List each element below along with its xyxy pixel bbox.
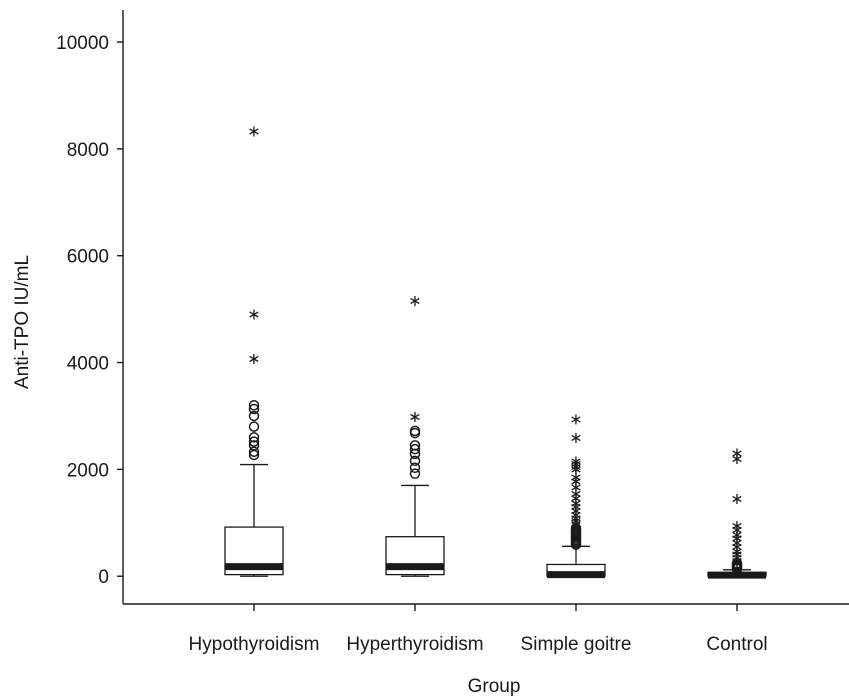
outlier-star: ∗ — [247, 349, 260, 368]
outlier-star: ∗ — [569, 484, 582, 503]
outlier-circle — [409, 443, 421, 455]
x-tick-label: Hypothyroidism — [189, 634, 320, 655]
outlier-circle — [248, 432, 260, 443]
outlier-star: ∗ — [569, 511, 582, 530]
outlier-star: ∗ — [730, 489, 743, 508]
outlier-star: ∗ — [569, 471, 582, 490]
outlier-star: ∗ — [247, 122, 260, 141]
outlier-star: ∗ — [730, 444, 743, 463]
outlier-star: ∗ — [730, 537, 743, 556]
box-group: ∗∗∗∗∗∗∗∗∗∗∗∗∗∗ — [707, 444, 767, 579]
outlier-circle — [409, 425, 421, 437]
outlier-star: ∗ — [730, 520, 743, 539]
x-ticks: Hypothyroidism Hyperthyroidism Simple goit… — [189, 604, 768, 655]
boxes: ∗∗∗∗∗∗∗∗∗∗∗∗∗∗∗∗∗∗∗∗∗∗∗∗∗∗∗∗∗∗∗∗∗∗∗∗∗∗ — [224, 122, 767, 579]
outlier-circle — [248, 440, 260, 451]
outlier-star: ∗ — [569, 454, 582, 473]
outlier-star: ∗ — [569, 508, 582, 527]
outlier-star: ∗ — [730, 516, 743, 535]
y-tick-label: 4000 — [67, 354, 109, 375]
outlier-star: ∗ — [569, 477, 582, 496]
outlier-circle — [409, 462, 421, 474]
outlier-star: ∗ — [730, 551, 743, 570]
box-group: ∗∗ — [385, 291, 445, 577]
y-tick-label: 0 — [98, 567, 109, 588]
y-tick-label: 2000 — [67, 460, 109, 481]
outlier-star: ∗ — [408, 407, 421, 426]
outlier-star: ∗ — [247, 304, 260, 323]
x-tick-label: Control — [706, 634, 767, 655]
outlier-star: ∗ — [569, 501, 582, 520]
x-tick-label: Hyperthyroidism — [346, 634, 483, 655]
outlier-star: ∗ — [730, 545, 743, 564]
outlier-circle — [248, 446, 260, 458]
outlier-star: ∗ — [408, 291, 421, 310]
outlier-star: ∗ — [730, 541, 743, 560]
outlier-star: ∗ — [569, 518, 582, 537]
outlier-circle — [731, 558, 743, 569]
box-group: ∗∗∗∗∗∗∗∗∗∗∗∗∗∗∗∗∗∗∗ — [546, 410, 606, 579]
outlier-star: ∗ — [730, 533, 743, 552]
outlier-circle — [248, 403, 260, 415]
outlier-circle — [409, 440, 421, 451]
outlier-star: ∗ — [730, 554, 743, 573]
outlier-star: ∗ — [569, 493, 582, 512]
outlier-star: ∗ — [569, 452, 582, 471]
outlier-star: ∗ — [730, 529, 743, 548]
outlier-star: ∗ — [730, 548, 743, 567]
outlier-star: ∗ — [569, 428, 582, 447]
outlier-star: ∗ — [569, 410, 582, 429]
outlier-circle — [248, 410, 260, 422]
outlier-star: ∗ — [569, 505, 582, 524]
outlier-star: ∗ — [569, 497, 582, 516]
y-axis-title: Anti-TPO IU/mL — [12, 255, 33, 389]
x-tick-label: Simple goitre — [521, 634, 632, 655]
outlier-star: ∗ — [569, 457, 582, 476]
outlier-circle — [409, 455, 421, 467]
y-tick-label: 6000 — [67, 247, 109, 268]
outlier-star: ∗ — [730, 449, 743, 468]
outlier-star: ∗ — [569, 489, 582, 508]
outlier-star: ∗ — [569, 514, 582, 533]
box-group: ∗ ∗ ∗ — [224, 122, 284, 577]
outlier-circle — [570, 522, 582, 534]
outlier-circle — [409, 468, 421, 479]
y-ticks: 0 2000 4000 6000 8000 10000 — [56, 33, 123, 588]
outlier-circle — [248, 436, 260, 447]
axes — [122, 10, 849, 605]
y-tick-label: 8000 — [67, 140, 109, 161]
outlier-circle — [248, 421, 260, 432]
y-tick-label: 10000 — [56, 33, 109, 54]
outlier-star: ∗ — [730, 525, 743, 544]
x-axis-title: Group — [468, 676, 521, 696]
outlier-star: ∗ — [569, 460, 582, 479]
outlier-star: ∗ — [569, 468, 582, 487]
outlier-circle — [248, 400, 260, 411]
